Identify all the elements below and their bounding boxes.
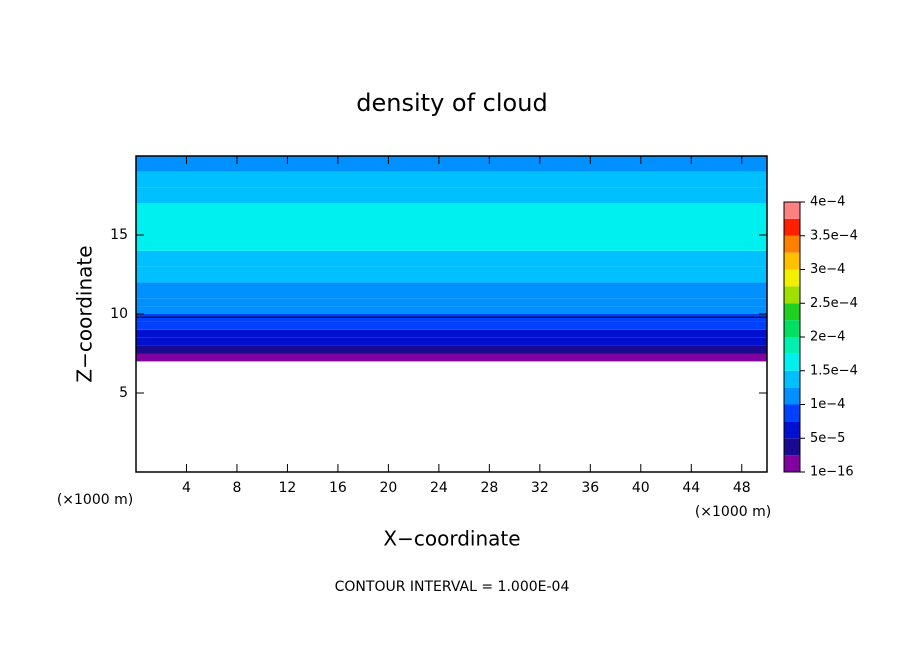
- contour-band: [136, 266, 767, 283]
- contour-band: [136, 353, 767, 362]
- colorbar-tick-label: 4e−4: [810, 195, 845, 210]
- contour-band: [136, 156, 767, 172]
- y-axis-label: Z−coordinate: [73, 245, 97, 382]
- x-unit: (×1000 m): [57, 492, 133, 508]
- x-tick-label: 48: [733, 480, 751, 496]
- x-tick-label: 44: [682, 480, 700, 496]
- colorbar-tick-label: 2.5e−4: [810, 296, 858, 311]
- colorbar-swatch: [784, 387, 800, 405]
- x-tick-label: 4: [182, 480, 191, 496]
- x-tick-label: 32: [531, 480, 549, 496]
- x-tick-label: 24: [430, 480, 448, 496]
- colorbar-swatch: [784, 455, 800, 472]
- colorbar-swatch: [784, 303, 800, 321]
- colorbar-swatch: [784, 202, 800, 219]
- y-unit: (×1000 m): [695, 504, 771, 520]
- colorbar-tick-label: 2e−4: [810, 330, 845, 345]
- colorbar-swatch: [784, 438, 800, 456]
- colorbar-swatch: [784, 370, 800, 388]
- colorbar-tick-label: 5e−5: [810, 431, 845, 446]
- colorbar-tick-label: 3e−4: [810, 262, 845, 277]
- x-tick-label: 20: [379, 480, 397, 496]
- contour-band: [136, 187, 767, 204]
- colorbar-swatch: [784, 337, 800, 354]
- chart-title: density of cloud: [356, 89, 547, 117]
- colorbar-swatch: [784, 404, 800, 422]
- contour-band: [136, 306, 767, 314]
- contour-band: [136, 282, 767, 299]
- x-tick-label: 16: [329, 480, 347, 496]
- x-axis-label: X−coordinate: [383, 527, 520, 551]
- colorbar-swatch: [784, 353, 800, 371]
- x-tick-label: 12: [279, 480, 297, 496]
- colorbar-swatch: [784, 286, 800, 304]
- colorbar-swatch: [784, 269, 800, 287]
- contour-band: [136, 345, 767, 354]
- y-tick-label: 15: [110, 227, 128, 243]
- x-tick-label: 36: [581, 480, 599, 496]
- contour-band: [136, 203, 767, 251]
- contour-band: [136, 321, 767, 330]
- contour-band: [136, 337, 767, 346]
- colorbar-swatch: [784, 421, 800, 439]
- colorbar-tick-label: 1e−4: [810, 397, 845, 412]
- colorbar-tick-label: 1.5e−4: [810, 363, 858, 378]
- x-tick-label: 40: [632, 480, 650, 496]
- colorbar-tick-label: 1e−16: [810, 465, 854, 480]
- x-tick-label: 28: [480, 480, 498, 496]
- colorbar-swatch: [784, 235, 800, 253]
- contour-band: [136, 298, 767, 307]
- contour-band: [136, 314, 767, 322]
- y-tick-label: 10: [110, 306, 128, 322]
- contour-band: [136, 250, 767, 267]
- colorbar-tick-label: 3.5e−4: [810, 228, 858, 243]
- y-tick-label: 5: [119, 385, 128, 401]
- colorbar-swatch: [784, 218, 800, 236]
- contour-band: [136, 329, 767, 338]
- annotation: CONTOUR INTERVAL = 1.000E-04: [335, 579, 570, 595]
- x-tick-label: 8: [232, 480, 241, 496]
- colorbar-swatch: [784, 252, 800, 270]
- colorbar-swatch: [784, 320, 800, 337]
- contour-band: [136, 171, 767, 188]
